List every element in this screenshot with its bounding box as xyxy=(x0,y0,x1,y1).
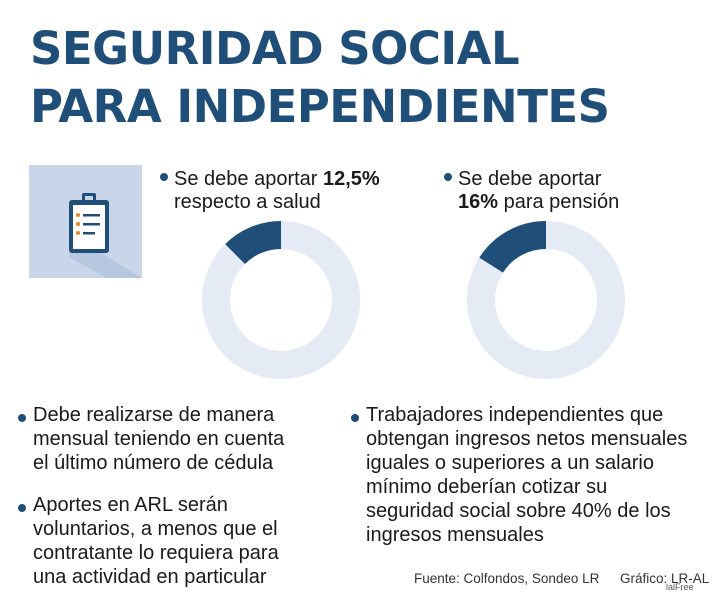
bullet-dot xyxy=(18,504,26,512)
bullet-line: iguales o superiores a un salario xyxy=(366,452,654,474)
pension-slice xyxy=(479,221,547,274)
pension-caption-post: para pensión xyxy=(498,191,620,213)
pension-caption: Se debe aportar 16% para pensión xyxy=(444,168,619,214)
salud-percent: 12,5% xyxy=(323,168,380,190)
bullet-line: ingresos mensuales xyxy=(366,524,544,546)
salud-slice xyxy=(225,221,282,265)
title-line-2: PARA INDEPENDIENTES xyxy=(30,80,610,133)
source-footer: Fuente: Colfondos, Sondeo LR xyxy=(414,571,600,586)
bullet-arl: Aportes en ARL serán voluntarios, a meno… xyxy=(18,493,279,589)
bullet-line: mensual teniendo en cuenta xyxy=(33,428,285,450)
bullet-line: seguridad social sobre 40% de los xyxy=(366,500,671,522)
graphic-credit: Gráfico: LR-AL xyxy=(620,571,710,586)
bullet-line: Debe realizarse de manera xyxy=(33,404,275,426)
page-title: SEGURIDAD SOCIAL PARA INDEPENDIENTES xyxy=(30,20,610,136)
photo-credit: lalFree xyxy=(666,582,694,592)
donut-track xyxy=(202,221,360,379)
bullet-line: Aportes en ARL serán xyxy=(33,494,228,516)
bullet-workers: Trabajadores independientes que obtengan… xyxy=(351,403,688,547)
salud-caption-line2: respecto a salud xyxy=(174,191,321,213)
bullet-monthly: Debe realizarse de manera mensual tenien… xyxy=(18,403,285,475)
clipboard-icon xyxy=(69,193,142,278)
title-line-1: SEGURIDAD SOCIAL xyxy=(30,22,520,75)
bullet-line: una actividad en particular xyxy=(33,566,267,588)
bullet-dot xyxy=(351,414,359,422)
bullet-dot xyxy=(18,414,26,422)
bullet-line: mínimo deberían cotizar su xyxy=(366,476,608,498)
clipboard-icon-tile xyxy=(29,165,142,278)
bullet-dot xyxy=(160,172,168,181)
pension-donut-chart xyxy=(467,221,625,379)
bullet-line: obtengan ingresos netos mensuales xyxy=(366,428,688,450)
salud-donut-chart xyxy=(202,221,360,379)
pension-percent: 16% xyxy=(458,191,499,213)
bullet-line: voluntarios, a menos que el xyxy=(33,518,278,540)
bullet-line: Trabajadores independientes que xyxy=(366,404,664,426)
pension-caption-pre: Se debe aportar xyxy=(458,168,602,190)
bullet-dot xyxy=(444,172,452,181)
bullet-line: contratante lo requiera para xyxy=(33,542,279,564)
salud-caption-pre: Se debe aportar xyxy=(174,168,323,190)
salud-caption: Se debe aportar 12,5% respecto a salud xyxy=(160,168,380,214)
bullet-line: el último número de cédula xyxy=(33,452,274,474)
